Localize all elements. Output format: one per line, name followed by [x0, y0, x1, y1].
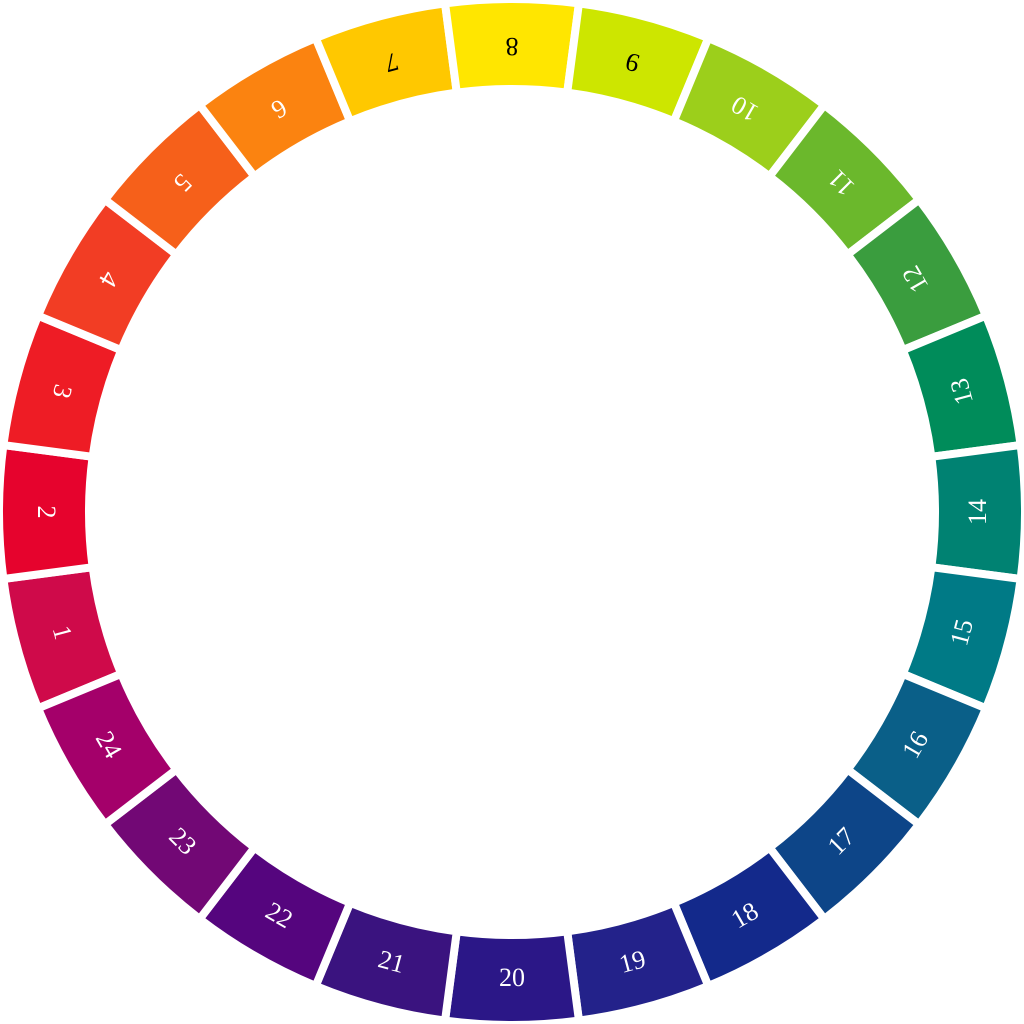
segment-label: 20	[499, 963, 525, 992]
segment-label: 8	[506, 32, 519, 61]
segment-label: 2	[32, 506, 61, 519]
segment	[32, 668, 183, 830]
segment-label: 14	[963, 499, 992, 525]
